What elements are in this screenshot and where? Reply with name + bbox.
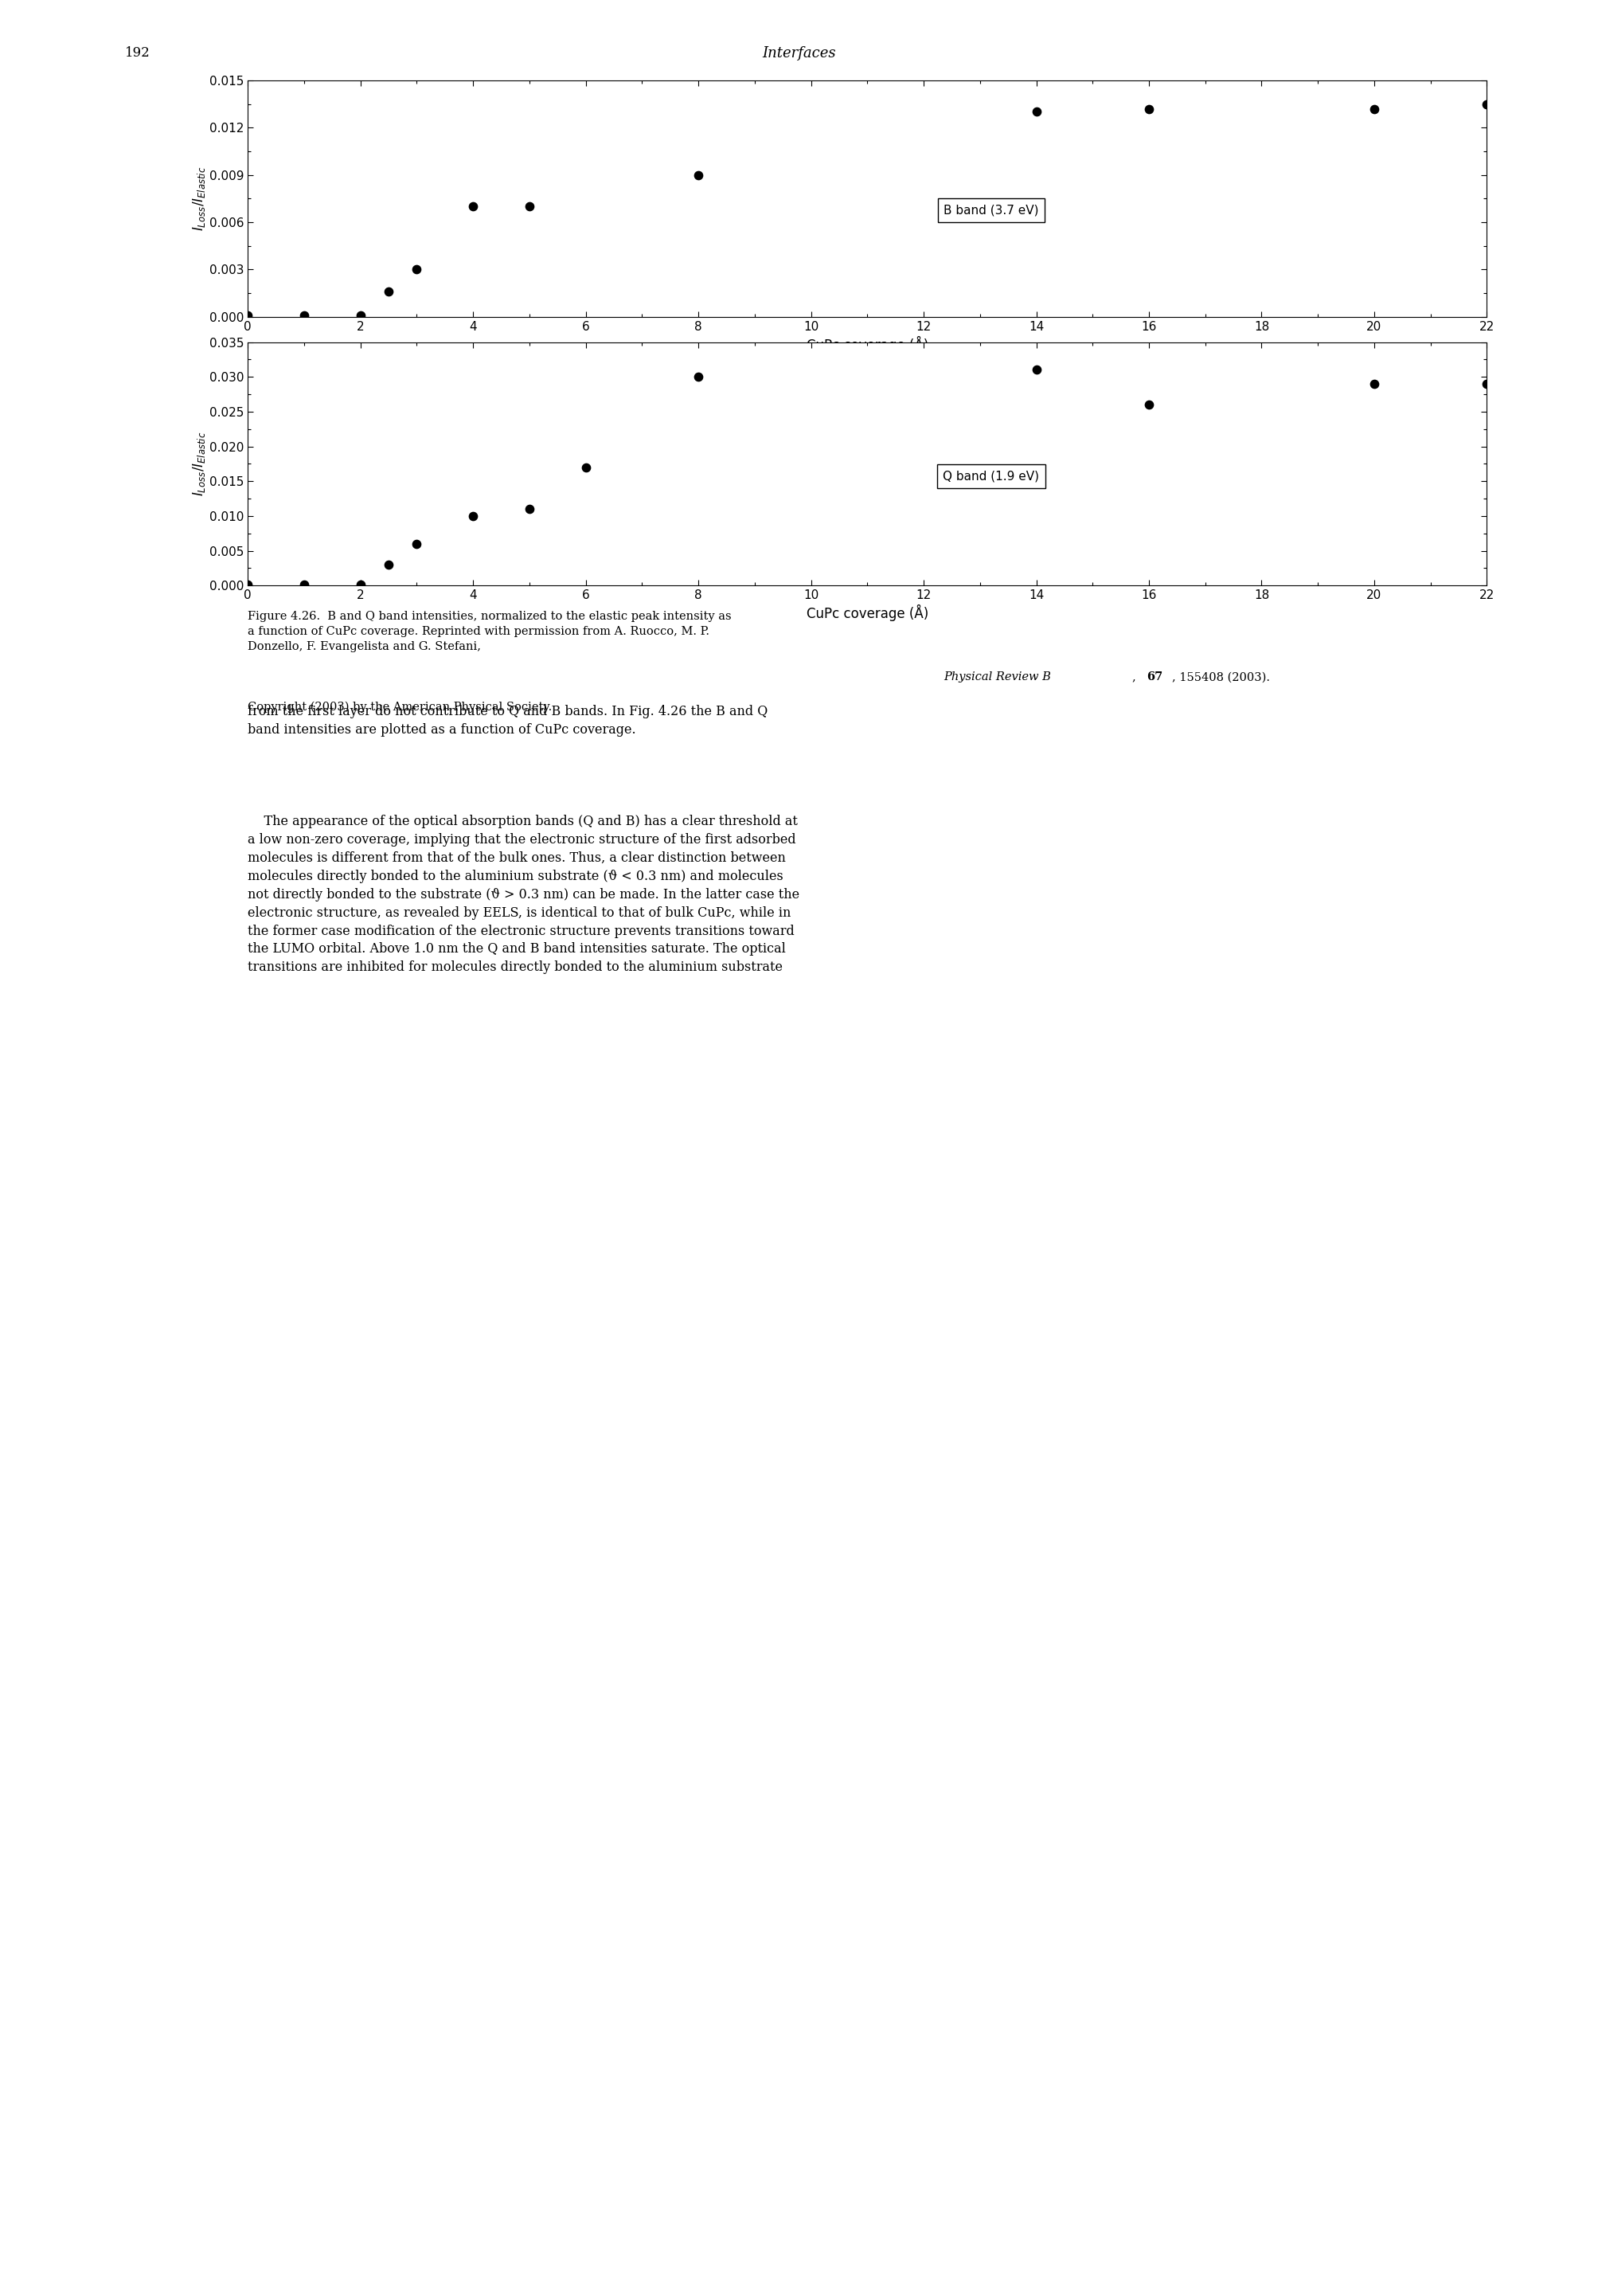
- Text: 67: 67: [1146, 670, 1162, 682]
- Point: [1473, 85, 1499, 122]
- Point: [1136, 386, 1162, 422]
- Point: [516, 491, 542, 528]
- Point: [460, 188, 486, 225]
- X-axis label: CuPc coverage (Å): CuPc coverage (Å): [805, 604, 928, 622]
- Text: 192: 192: [125, 46, 150, 60]
- Text: Figure 4.26.  B and Q band intensities, normalized to the elastic peak intensity: Figure 4.26. B and Q band intensities, n…: [248, 611, 732, 652]
- Point: [404, 526, 430, 563]
- Point: [376, 546, 401, 583]
- Text: Q band (1.9 eV): Q band (1.9 eV): [943, 471, 1039, 482]
- Point: [235, 296, 260, 333]
- Point: [291, 567, 316, 604]
- Text: Copyright (2003) by the American Physical Society.: Copyright (2003) by the American Physica…: [248, 703, 551, 712]
- Text: ,: ,: [1131, 670, 1139, 682]
- Point: [1361, 365, 1387, 402]
- Point: [1136, 90, 1162, 126]
- Point: [1023, 94, 1048, 131]
- Point: [686, 156, 711, 193]
- Point: [235, 567, 260, 604]
- Text: The appearance of the optical absorption bands (Q and B) has a clear threshold a: The appearance of the optical absorption…: [248, 815, 799, 974]
- Text: , 155408 (2003).: , 155408 (2003).: [1171, 670, 1269, 682]
- Text: B band (3.7 eV): B band (3.7 eV): [943, 204, 1039, 216]
- Y-axis label: $I_{Loss}/I_{Elastic}$: $I_{Loss}/I_{Elastic}$: [192, 432, 208, 496]
- Point: [460, 498, 486, 535]
- Y-axis label: $I_{Loss}/I_{Elastic}$: $I_{Loss}/I_{Elastic}$: [192, 165, 208, 232]
- Point: [347, 567, 372, 604]
- Point: [404, 250, 430, 287]
- X-axis label: CuPc coverage (Å): CuPc coverage (Å): [805, 335, 928, 354]
- Text: Interfaces: Interfaces: [762, 46, 836, 60]
- Point: [376, 273, 401, 310]
- Point: [291, 296, 316, 333]
- Point: [1023, 351, 1048, 388]
- Point: [1473, 365, 1499, 402]
- Text: from the first layer do not contribute to Q and B bands. In Fig. 4.26 the B and : from the first layer do not contribute t…: [248, 705, 767, 737]
- Point: [686, 358, 711, 395]
- Point: [347, 296, 372, 333]
- Text: Physical Review B: Physical Review B: [943, 670, 1050, 682]
- Point: [572, 450, 598, 487]
- Point: [1361, 90, 1387, 126]
- Point: [516, 188, 542, 225]
